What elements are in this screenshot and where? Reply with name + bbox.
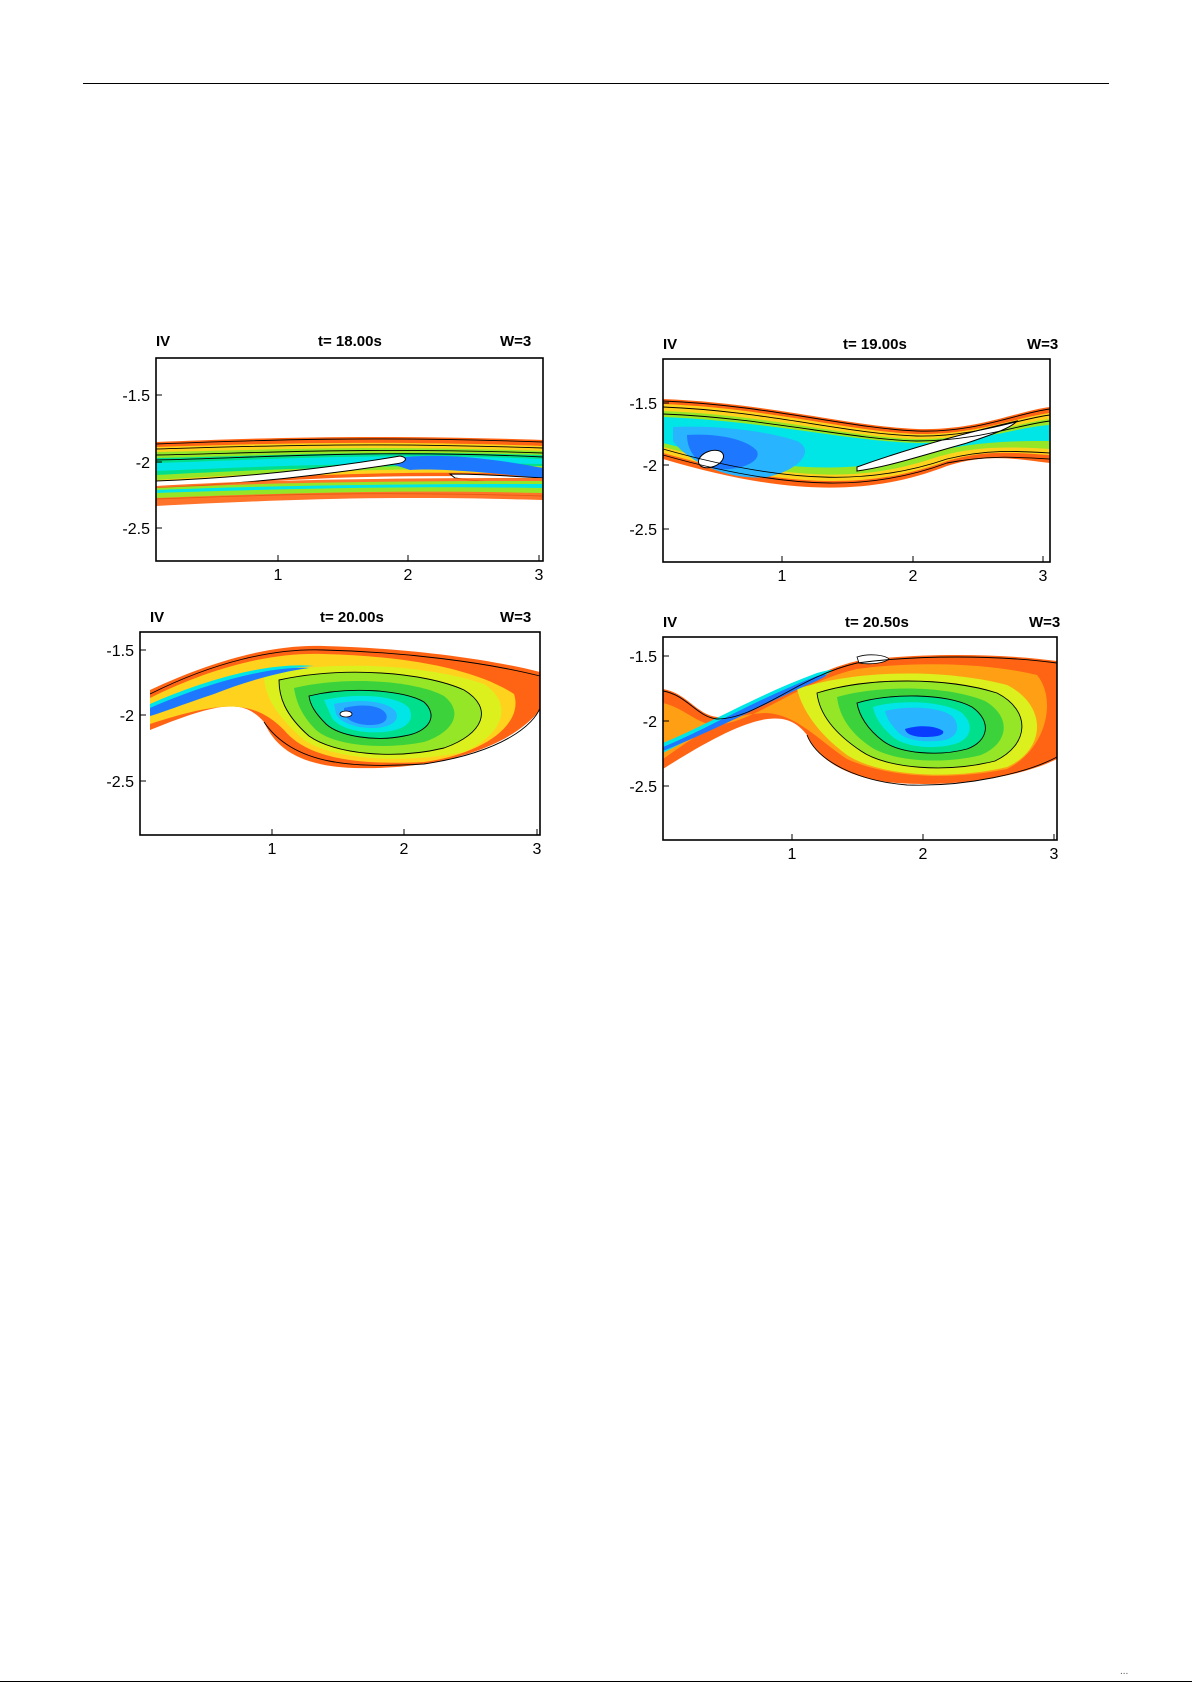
contour-panel-t20-50: IV t= 20.50s W=3 (617, 609, 1087, 874)
panel-label: IV (150, 609, 164, 626)
x-tick-label: 1 (274, 567, 283, 584)
x-tick-label: 3 (1039, 568, 1048, 585)
y-axis: -1.5 -2 -2.5 (629, 396, 669, 539)
contour-plot-t20: IV t= 20.00s W=3 (106, 609, 542, 858)
plot-frame (662, 636, 1058, 841)
panel-label: IV (663, 614, 677, 631)
x-tick-label: 2 (400, 841, 409, 858)
y-tick-label: -2 (136, 455, 150, 472)
y-tick-label: -2.5 (629, 779, 657, 796)
x-tick-label: 1 (778, 568, 787, 585)
y-tick-label: -1.5 (629, 396, 657, 413)
header-rule (83, 83, 1109, 84)
x-axis: 1 2 3 (778, 556, 1048, 585)
plot-frame (662, 358, 1051, 563)
x-tick-label: 2 (919, 846, 928, 863)
x-tick-label: 1 (788, 846, 797, 863)
x-tick-label: 3 (1050, 846, 1059, 863)
plot-frame (139, 631, 541, 836)
plot-frame (155, 357, 544, 562)
contour-field (155, 436, 544, 506)
y-tick-label: -2 (643, 714, 657, 731)
y-tick-label: -2 (643, 458, 657, 475)
contour-plot-t20-50: IV t= 20.50s W=3 (629, 614, 1060, 863)
contour-field (149, 645, 541, 769)
panel-time: t= 19.00s (843, 336, 907, 353)
panel-time: t= 18.00s (318, 333, 382, 350)
y-axis: -1.5 -2 -2.5 (106, 643, 146, 791)
panel-weight: W=3 (1027, 336, 1058, 353)
x-axis: 1 2 3 (274, 555, 544, 584)
panel-label: IV (663, 336, 677, 353)
contour-field (662, 399, 1051, 488)
x-tick-label: 3 (533, 841, 542, 858)
y-axis: -1.5 -2 -2.5 (629, 649, 669, 796)
x-axis: 1 2 3 (788, 834, 1059, 863)
footer-rule (0, 1681, 1192, 1682)
y-tick-label: -1.5 (122, 388, 150, 405)
contour-field (662, 654, 1058, 786)
x-tick-label: 1 (268, 841, 277, 858)
contour-plot-t18: IV t= 18.00s W=3 (122, 333, 544, 584)
contour-panel-t18: IV t= 18.00s W=3 (110, 328, 580, 593)
panel-weight: W=3 (500, 609, 531, 626)
contour-panel-t20: IV t= 20.00s W=3 (104, 604, 574, 869)
contour-plot-t19: IV t= 19.00s W=3 -1.5 -2 (629, 336, 1058, 585)
y-tick-label: -1.5 (629, 649, 657, 666)
y-tick-label: -2 (120, 708, 134, 725)
y-axis: -1.5 -2 -2.5 (122, 388, 162, 538)
y-tick-label: -2.5 (106, 774, 134, 791)
y-tick-label: -2.5 (122, 521, 150, 538)
footer-fragment: ... (1120, 1666, 1129, 1677)
x-tick-label: 2 (909, 568, 918, 585)
y-tick-label: -2.5 (629, 522, 657, 539)
panel-time: t= 20.00s (320, 609, 384, 626)
x-tick-label: 2 (404, 567, 413, 584)
panel-weight: W=3 (500, 333, 531, 350)
contour-panel-t19: IV t= 19.00s W=3 -1.5 -2 (617, 331, 1087, 596)
panel-label: IV (156, 333, 170, 350)
panel-time: t= 20.50s (845, 614, 909, 631)
x-tick-label: 3 (535, 567, 544, 584)
y-tick-label: -1.5 (106, 643, 134, 660)
x-axis: 1 2 3 (268, 829, 542, 858)
panel-weight: W=3 (1029, 614, 1060, 631)
